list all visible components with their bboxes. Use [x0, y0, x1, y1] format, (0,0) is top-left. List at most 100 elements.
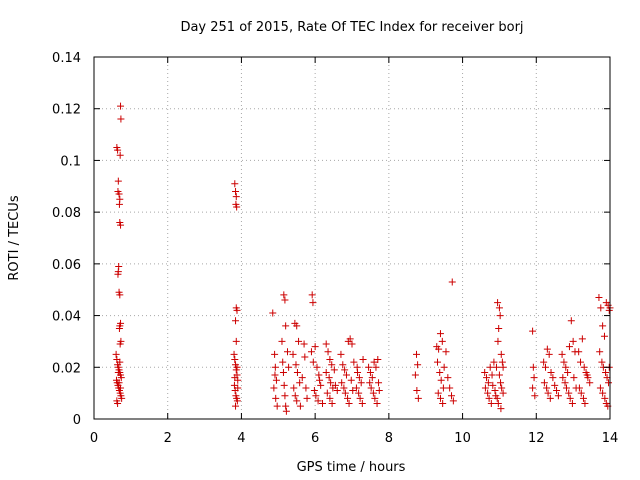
data-point [575, 348, 583, 356]
data-point [495, 325, 503, 332]
data-point [316, 376, 324, 384]
data-point [309, 358, 317, 366]
data-point [481, 384, 489, 392]
data-point [345, 399, 353, 407]
data-point [114, 399, 122, 407]
data-point [596, 348, 604, 356]
data-point [565, 343, 573, 351]
data-point [446, 384, 454, 392]
data-point [439, 399, 447, 407]
plot-frame [93, 56, 611, 420]
data-point [231, 374, 239, 382]
data-point [561, 379, 569, 387]
data-point [497, 405, 505, 413]
data-point [270, 384, 278, 392]
data-point [232, 187, 240, 195]
data-point [434, 358, 442, 366]
data-point [339, 361, 347, 369]
data-point [312, 392, 320, 400]
data-point [583, 371, 591, 379]
data-point [331, 381, 339, 389]
data-point [370, 358, 378, 366]
data-point [600, 332, 608, 340]
data-point [315, 371, 323, 379]
data-point [579, 394, 587, 402]
data-point [282, 402, 290, 410]
data-point [293, 368, 301, 376]
y-tick-label: 0.08 [52, 206, 81, 221]
data-point [323, 389, 331, 397]
data-point [342, 371, 350, 379]
data-point [282, 407, 290, 415]
data-point [350, 358, 358, 366]
data-point [284, 348, 291, 356]
data-point [233, 397, 241, 405]
data-point [551, 381, 559, 389]
data-point [547, 368, 555, 376]
data-point [543, 384, 551, 392]
data-point [498, 384, 506, 392]
data-point [436, 330, 444, 338]
data-point [324, 348, 332, 356]
data-point [563, 384, 571, 392]
data-point [117, 374, 125, 382]
data-point [338, 379, 346, 387]
data-point [575, 384, 583, 392]
data-point [434, 389, 442, 397]
data-point [442, 348, 450, 356]
data-point [375, 379, 383, 387]
data-point [282, 322, 290, 330]
data-point [494, 299, 502, 307]
data-point [357, 379, 365, 387]
data-point [296, 402, 304, 410]
data-point [278, 337, 286, 345]
data-point [279, 368, 287, 376]
data-point [529, 363, 537, 371]
data-point [444, 374, 452, 382]
data-point [496, 312, 504, 320]
x-tick-label: 12 [528, 431, 545, 446]
data-point [605, 379, 613, 387]
y-tick-label: 0.14 [52, 51, 81, 66]
data-point [358, 399, 366, 407]
data-point [566, 394, 574, 402]
data-point [497, 379, 505, 387]
data-point [602, 368, 610, 376]
data-point [280, 381, 288, 389]
data-point [603, 374, 611, 382]
data-point [545, 350, 553, 358]
data-point [314, 397, 322, 405]
data-point [234, 384, 242, 392]
data-point [300, 340, 308, 348]
y-axis-label: ROTI / TECUs [7, 195, 22, 280]
data-point [568, 399, 576, 407]
data-point [289, 350, 297, 358]
data-point [529, 327, 537, 335]
data-point [489, 381, 497, 389]
data-point [558, 350, 566, 358]
data-point [301, 353, 309, 361]
data-point [271, 363, 279, 371]
data-point [290, 384, 298, 392]
x-tick-label: 2 [164, 431, 172, 446]
data-point [311, 343, 319, 351]
data-point [231, 356, 239, 364]
data-point [112, 350, 120, 358]
data-point [231, 180, 239, 188]
data-point [302, 384, 310, 392]
data-point [114, 368, 122, 376]
data-point [365, 363, 373, 371]
data-point [366, 368, 374, 376]
data-point [118, 394, 126, 402]
data-point [564, 368, 572, 376]
data-point [303, 394, 311, 402]
data-point [296, 379, 304, 387]
data-point [437, 376, 445, 384]
data-point [601, 394, 609, 402]
data-point [413, 350, 420, 358]
data-point [359, 356, 367, 364]
data-point [281, 392, 289, 400]
data-point [353, 363, 361, 371]
data-point [333, 387, 341, 395]
data-point [346, 335, 354, 343]
